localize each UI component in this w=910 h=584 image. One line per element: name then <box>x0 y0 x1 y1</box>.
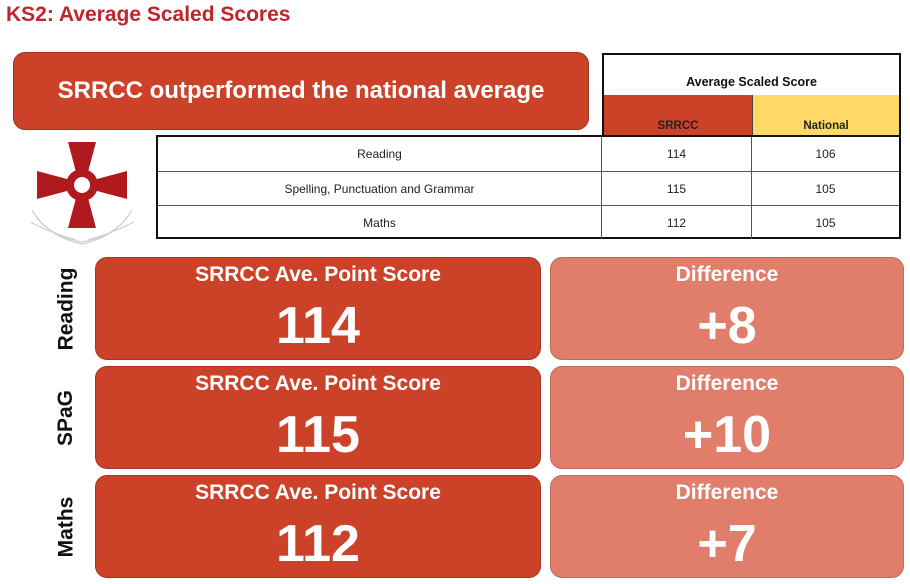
score-card-value: 112 <box>276 515 360 573</box>
subject-cell: Spelling, Punctuation and Grammar <box>158 172 602 205</box>
score-table: Reading 114 106 Spelling, Punctuation an… <box>156 135 901 239</box>
side-label-text: Reading <box>54 267 77 350</box>
national-score-cell: 105 <box>815 215 836 230</box>
score-card-reading: SRRCC Ave. Point Score 114 <box>95 257 541 360</box>
column-header-national: National <box>753 95 899 137</box>
srrcc-score-cell: 115 <box>602 172 752 205</box>
difference-card-reading: Difference +8 <box>550 257 904 360</box>
table-row: Maths 112 105 <box>158 205 899 239</box>
score-card-maths: SRRCC Ave. Point Score 112 <box>95 475 541 578</box>
difference-card-maths: Difference +7 <box>550 475 904 578</box>
difference-card-label: Difference <box>675 481 779 504</box>
side-label-spag: SPaG <box>48 366 84 469</box>
difference-card-label: Difference <box>675 263 779 286</box>
table-row: Spelling, Punctuation and Grammar 115 10… <box>158 171 899 205</box>
difference-card-label: Difference <box>675 372 779 395</box>
difference-card-spag: Difference +10 <box>550 366 904 469</box>
subject-cell: Maths <box>158 206 602 239</box>
page-title: KS2: Average Scaled Scores <box>6 3 291 26</box>
side-label-maths: Maths <box>48 475 84 578</box>
summary-banner: SRRCC outperformed the national average <box>13 52 589 130</box>
srrcc-score-cell: 112 <box>602 206 752 239</box>
difference-card-value: +10 <box>682 406 772 464</box>
national-score-cell: 105 <box>815 181 836 196</box>
national-score-cell: 106 <box>815 147 836 161</box>
difference-card-value: +8 <box>697 297 757 355</box>
column-header-srrcc: SRRCC <box>604 95 753 137</box>
score-card-label: SRRCC Ave. Point Score <box>195 263 441 286</box>
score-card-value: 114 <box>276 297 360 355</box>
side-label-reading: Reading <box>48 257 84 360</box>
side-label-text: Maths <box>54 496 77 557</box>
table-header-title: Average Scaled Score <box>686 75 817 89</box>
side-label-text: SPaG <box>54 389 77 446</box>
srrcc-score-cell: 114 <box>602 137 752 171</box>
table-row: Reading 114 106 <box>158 137 899 171</box>
difference-card-value: +7 <box>697 515 757 573</box>
subject-cell: Reading <box>158 137 602 171</box>
score-card-spag: SRRCC Ave. Point Score 115 <box>95 366 541 469</box>
cross-crest-icon <box>29 142 135 245</box>
score-table-header: Average Scaled Score SRRCC National <box>602 53 901 137</box>
score-card-value: 115 <box>276 406 360 464</box>
score-card-label: SRRCC Ave. Point Score <box>195 372 441 395</box>
score-card-label: SRRCC Ave. Point Score <box>195 481 441 504</box>
